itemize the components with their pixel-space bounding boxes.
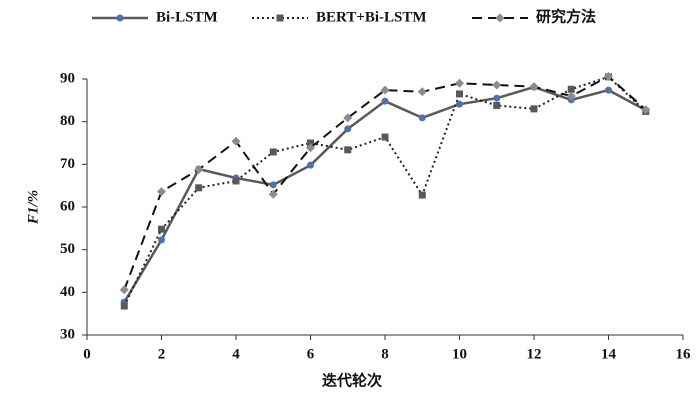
data-point (119, 285, 129, 295)
y-tick-label: 90 (60, 70, 75, 86)
data-point (344, 125, 352, 133)
data-point (566, 91, 576, 101)
data-point (344, 146, 352, 154)
x-tick-label: 6 (307, 346, 315, 362)
data-point (120, 302, 128, 310)
data-point (529, 82, 539, 92)
data-point (269, 181, 277, 189)
data-point (158, 236, 165, 244)
data-point (493, 94, 501, 102)
x-tick-label: 0 (83, 346, 91, 362)
data-point (307, 139, 314, 147)
legend-marker (495, 13, 505, 23)
y-tick-label: 70 (60, 156, 75, 172)
y-axis-label: F1/% (25, 190, 41, 225)
data-point (269, 148, 277, 156)
data-point (380, 85, 390, 95)
data-point (493, 101, 501, 109)
data-point (605, 86, 612, 94)
data-point (194, 164, 204, 174)
legend-label: BERT+Bi-LSTM (316, 9, 427, 25)
y-tick-label: 30 (60, 326, 75, 342)
data-point (456, 100, 463, 108)
x-tick-label: 8 (381, 346, 389, 362)
x-tick-label: 12 (527, 346, 542, 362)
series-line (123, 85, 647, 303)
data-point (530, 105, 538, 113)
data-point (231, 136, 241, 146)
data-point (307, 161, 314, 169)
legend-label: Bi-LSTM (156, 9, 218, 25)
legend-label: 研究方法 (536, 7, 596, 25)
y-tick-label: 50 (60, 241, 75, 257)
y-tick-label: 60 (60, 198, 75, 214)
data-point (158, 225, 165, 233)
data-point (157, 187, 166, 197)
data-point (232, 177, 240, 185)
data-point (604, 71, 613, 81)
data-point (641, 105, 651, 115)
data-point (567, 85, 575, 93)
data-point (417, 87, 427, 97)
legend-marker (276, 14, 284, 22)
data-point (268, 189, 278, 199)
x-axis-label: 迭代轮次 (322, 371, 382, 389)
legend-marker (116, 14, 124, 22)
data-point (456, 90, 463, 98)
data-point (418, 114, 426, 122)
series-line (123, 75, 647, 291)
x-tick-label: 2 (158, 346, 166, 362)
data-point (343, 113, 353, 123)
x-tick-label: 16 (676, 346, 692, 362)
data-point (492, 80, 502, 90)
y-tick-label: 80 (60, 113, 75, 129)
x-tick-label: 10 (452, 346, 467, 362)
data-point (381, 133, 389, 141)
data-point (418, 191, 426, 199)
data-point (381, 97, 389, 105)
y-tick-label: 40 (60, 284, 75, 300)
x-tick-label: 4 (232, 346, 240, 362)
data-point (195, 184, 203, 192)
data-point (306, 143, 315, 153)
series-line (123, 75, 647, 307)
x-tick-label: 14 (601, 346, 617, 362)
data-point (455, 78, 464, 88)
